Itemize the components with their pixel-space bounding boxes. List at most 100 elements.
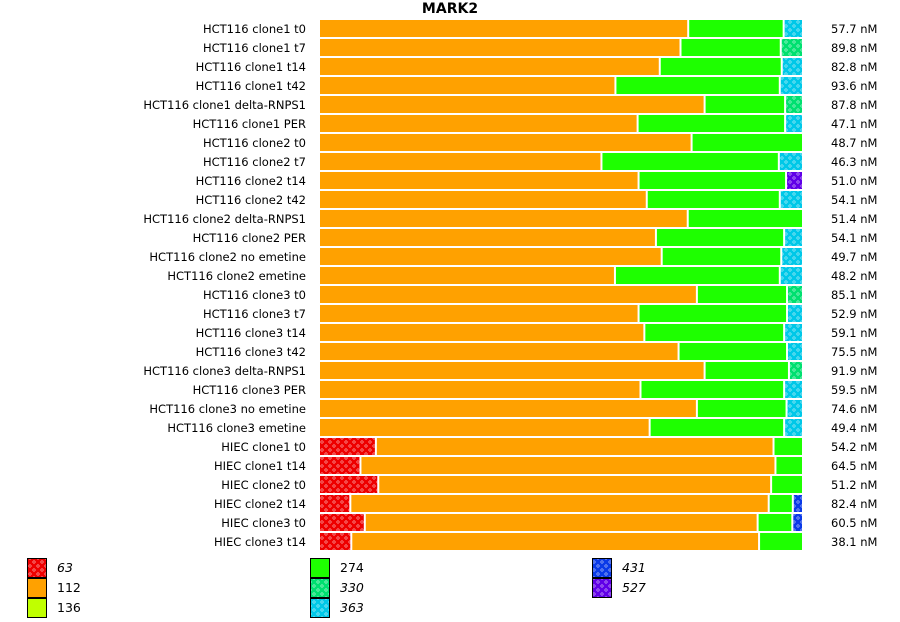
bar-row: HCT116 clone1 t0 57.7 nM — [203, 20, 877, 37]
legend-label: 63 — [57, 560, 73, 575]
row-label: HCT116 clone1 t0 — [203, 22, 306, 36]
value-label: 59.1 nM — [831, 326, 877, 340]
value-label: 51.0 nM — [831, 174, 877, 188]
row-label: HIEC clone2 t14 — [214, 497, 306, 511]
bar-segment-274 — [641, 381, 784, 398]
legend-label: 136 — [57, 600, 81, 615]
value-label: 82.8 nM — [831, 60, 877, 74]
bar-segment-274 — [639, 172, 786, 189]
row-label: HCT116 clone2 t42 — [196, 193, 306, 207]
bar-segment-431 — [793, 495, 802, 512]
value-label: 82.4 nM — [831, 497, 877, 511]
bar-segment-63 — [320, 457, 360, 474]
bar-segment-63 — [320, 514, 364, 531]
bar-segment-274 — [662, 248, 781, 265]
legend-swatch — [27, 558, 47, 578]
bar-row: HIEC clone3 t0 60.5 nM — [221, 514, 877, 531]
bar-row: HCT116 clone2 t0 48.7 nM — [203, 134, 877, 151]
legend-swatch — [310, 578, 330, 598]
legend-item: 63 — [27, 558, 73, 578]
bar-segment-112 — [320, 267, 614, 284]
bar-row: HCT116 clone2 no emetine 49.7 nM — [149, 248, 877, 265]
bar-segment-112 — [320, 20, 688, 37]
bar-segment-274 — [697, 286, 787, 303]
bar-segment-274 — [645, 324, 784, 341]
bar-segment-274 — [697, 400, 786, 417]
bar-row: HCT116 clone1 PER 47.1 nM — [193, 115, 877, 132]
bar-segment-274 — [602, 153, 778, 170]
bar-row: HCT116 clone2 t42 54.1 nM — [196, 191, 877, 208]
legend-item: 274 — [310, 558, 364, 578]
bar-row: HCT116 clone3 t7 52.9 nM — [203, 305, 877, 322]
value-label: 59.5 nM — [831, 383, 877, 397]
legend-swatch — [310, 598, 330, 618]
bar-segment-330 — [789, 362, 802, 379]
legend-label: 363 — [340, 600, 364, 615]
bar-segment-112 — [320, 419, 649, 436]
bar-segment-274 — [650, 419, 784, 436]
value-label: 89.8 nM — [831, 41, 877, 55]
row-label: HCT116 clone3 t42 — [196, 345, 306, 359]
bar-segment-112 — [361, 457, 775, 474]
bar-segment-330 — [781, 39, 802, 56]
bar-row: HCT116 clone3 emetine 49.4 nM — [167, 419, 877, 436]
bar-segment-112 — [320, 229, 655, 246]
bar-segment-112 — [379, 476, 771, 493]
value-label: 54.1 nM — [831, 231, 877, 245]
row-label: HCT116 clone3 t14 — [196, 326, 306, 340]
bar-segment-363 — [788, 343, 802, 360]
bar-segment-112 — [320, 39, 680, 56]
legend: 63 112 136 274 330 363 431 527 — [27, 558, 646, 618]
bar-segment-274 — [774, 438, 802, 455]
bar-segment-63 — [320, 495, 350, 512]
bar-segment-112 — [320, 115, 637, 132]
bar-segment-363 — [782, 248, 802, 265]
row-label: HCT116 clone1 t7 — [203, 41, 306, 55]
value-label: 64.5 nM — [831, 459, 877, 473]
bar-segment-112 — [320, 134, 691, 151]
value-label: 49.4 nM — [831, 421, 877, 435]
value-label: 49.7 nM — [831, 250, 877, 264]
row-label: HIEC clone3 t14 — [214, 535, 306, 549]
bar-segment-112 — [320, 324, 644, 341]
value-label: 48.7 nM — [831, 136, 877, 150]
value-label: 51.4 nM — [831, 212, 877, 226]
bar-segment-274 — [692, 134, 802, 151]
legend-item: 112 — [27, 578, 81, 598]
bar-segment-527 — [787, 172, 802, 189]
bar-segment-363 — [786, 115, 802, 132]
chart-title: MARK2 — [421, 1, 479, 17]
row-label: HIEC clone1 t14 — [214, 459, 306, 473]
bar-segment-112 — [320, 77, 615, 94]
row-label: HCT116 clone1 PER — [193, 117, 306, 131]
value-label: 57.7 nM — [831, 22, 877, 36]
bar-segment-363 — [780, 191, 802, 208]
bar-segment-112 — [320, 343, 678, 360]
bar-row: HIEC clone2 t14 82.4 nM — [214, 495, 877, 512]
bar-segment-274 — [639, 305, 787, 322]
bar-segment-112 — [365, 514, 757, 531]
bar-segment-112 — [320, 153, 601, 170]
bar-segment-112 — [320, 381, 640, 398]
value-label: 60.5 nM — [831, 516, 877, 530]
row-label: HCT116 clone3 t7 — [203, 307, 306, 321]
bar-segment-112 — [320, 400, 696, 417]
bar-segment-112 — [320, 172, 638, 189]
legend-label: 330 — [340, 580, 364, 595]
row-label: HIEC clone2 t0 — [221, 478, 306, 492]
legend-item: 136 — [27, 598, 81, 618]
value-label: 85.1 nM — [831, 288, 877, 302]
bar-row: HCT116 clone2 t14 51.0 nM — [196, 172, 877, 189]
row-label: HCT116 clone3 t0 — [203, 288, 306, 302]
bar-segment-112 — [352, 533, 759, 550]
bar-segment-112 — [351, 495, 768, 512]
bar-row: HCT116 clone2 delta-RNPS1 51.4 nM — [143, 210, 877, 227]
bar-segment-363 — [784, 20, 802, 37]
bar-row: HCT116 clone1 t7 89.8 nM — [203, 39, 877, 56]
row-label: HCT116 clone2 t7 — [203, 155, 306, 169]
value-label: 54.2 nM — [831, 440, 877, 454]
legend-swatch — [310, 558, 330, 578]
row-label: HCT116 clone2 PER — [193, 231, 306, 245]
bar-segment-112 — [320, 305, 638, 322]
